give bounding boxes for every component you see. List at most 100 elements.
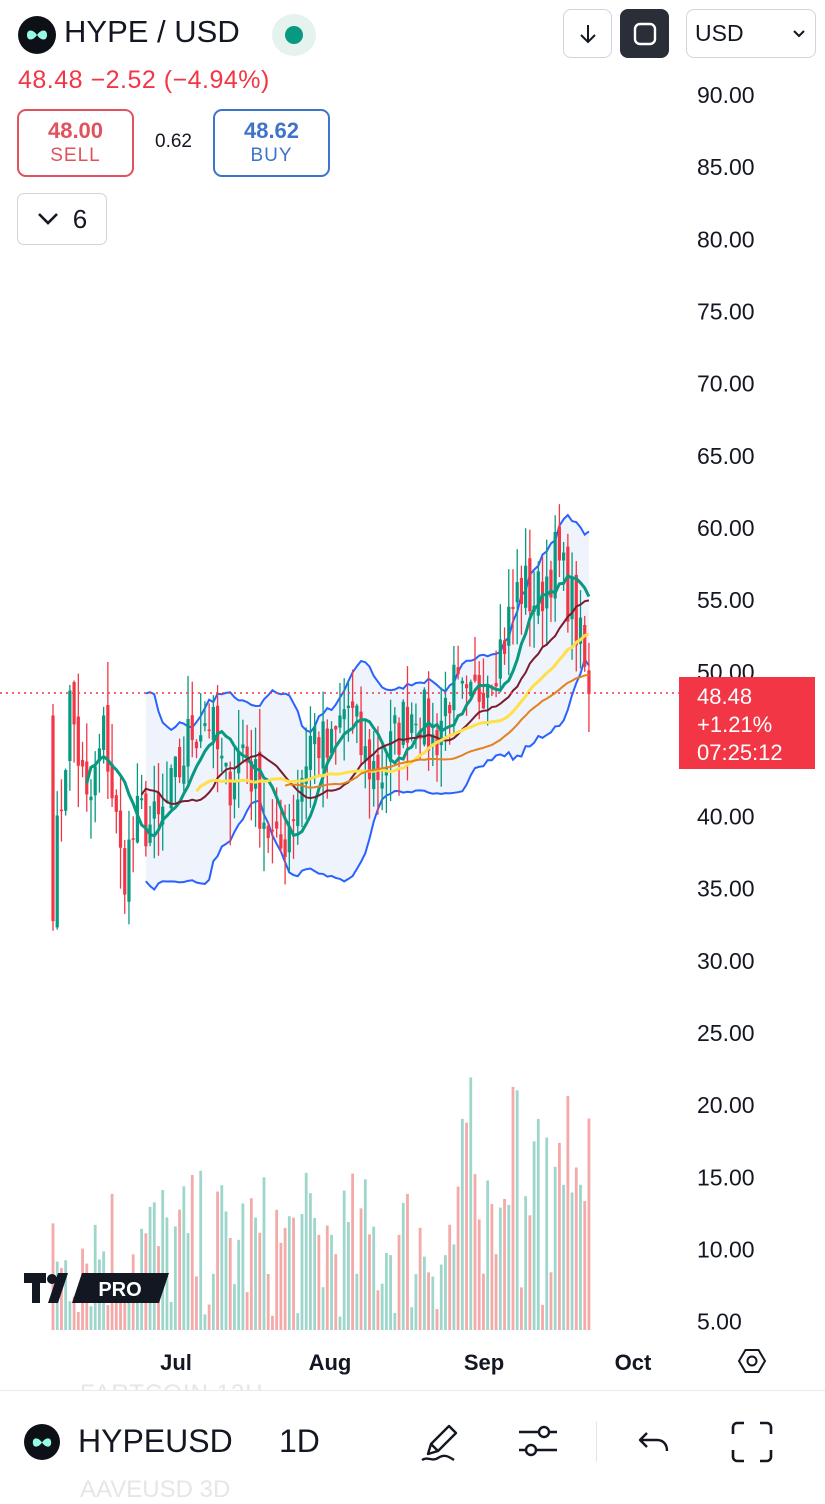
candle (545, 539, 549, 646)
candle (232, 747, 237, 819)
volume-bar (258, 1232, 262, 1330)
bottom-symbol-button[interactable]: HYPEUSD (78, 1423, 233, 1459)
price-axis-label: 80.00 (697, 226, 755, 252)
volume-bar (494, 1254, 498, 1330)
price-axis-label: 90.00 (697, 82, 755, 108)
candle (410, 702, 414, 742)
volume-bar (439, 1264, 443, 1330)
candle (519, 565, 524, 635)
candle (258, 708, 262, 848)
candle (511, 569, 515, 645)
market-status-indicator[interactable] (272, 14, 316, 56)
volume-bar (490, 1204, 494, 1330)
volume-bar (427, 1272, 430, 1330)
candle (266, 822, 270, 853)
price-axis-label: 15.00 (697, 1164, 755, 1190)
candle (536, 561, 540, 625)
chevron-down-icon (37, 213, 58, 225)
candle (300, 769, 304, 828)
volume-bar (372, 1226, 376, 1330)
download-button[interactable] (563, 9, 612, 58)
bollinger-fill (145, 515, 589, 890)
volume-bar (587, 1118, 591, 1330)
volume-bar (342, 1190, 346, 1330)
price-axis-label: 35.00 (697, 876, 755, 902)
volume-bar (477, 1219, 481, 1330)
frame-icon (633, 22, 656, 45)
buy-label: BUY (250, 145, 293, 166)
volume-bar (393, 1312, 397, 1330)
candle (338, 682, 342, 734)
chart-mode-button[interactable] (620, 9, 669, 58)
bollinger-bands (145, 513, 590, 891)
candle (203, 701, 207, 732)
badge-change: +1.21% (697, 712, 773, 737)
candle (393, 707, 397, 755)
candle (245, 724, 249, 785)
toolbar-divider (596, 1422, 597, 1462)
sell-button[interactable]: 48.00 SELL (17, 109, 134, 177)
buy-button[interactable]: 48.62 BUY (213, 109, 330, 177)
candle (68, 684, 72, 791)
candle (144, 780, 148, 857)
candle (422, 687, 426, 747)
volume-bar (161, 1189, 165, 1330)
volume-bar (536, 1118, 540, 1330)
fullscreen-button[interactable] (728, 1418, 776, 1466)
hype-logo-icon[interactable] (24, 1424, 60, 1460)
volume-bar (511, 1086, 515, 1330)
volume-bar (431, 1276, 435, 1330)
candle (59, 779, 64, 842)
volume-bar (482, 1273, 485, 1330)
indicators-settings-button[interactable] (514, 1418, 562, 1466)
moving-averages (85, 573, 591, 838)
candle (72, 680, 76, 763)
hype-logo-icon (18, 16, 56, 54)
undo-button[interactable] (630, 1418, 678, 1466)
candle (464, 675, 469, 716)
volume-bar (279, 1242, 283, 1330)
volume-bar (406, 1193, 409, 1330)
candle (570, 552, 574, 660)
candle (186, 675, 190, 785)
candle (97, 733, 102, 793)
candle (76, 673, 80, 808)
volume-bar (241, 1203, 245, 1330)
volume-bar (207, 1304, 211, 1330)
price-axis-label: 75.00 (697, 298, 755, 324)
interval-button[interactable]: 1D (279, 1423, 320, 1459)
time-axis-label: Oct (615, 1350, 652, 1375)
drawing-tools-button[interactable] (416, 1418, 464, 1466)
market-open-dot (285, 26, 303, 44)
volume-bar (123, 1301, 127, 1330)
candle (524, 528, 528, 615)
volume-bar (296, 1313, 300, 1330)
indicators-toggle-button[interactable]: 6 (17, 193, 107, 245)
volume-bar (376, 1290, 380, 1330)
axis-settings-icon[interactable] (737, 1349, 767, 1373)
currency-select[interactable]: USD (686, 9, 816, 58)
volume-bar (245, 1292, 249, 1330)
volume-bar (338, 1316, 342, 1330)
candle (291, 794, 296, 859)
candle (557, 504, 561, 578)
candle (363, 719, 367, 789)
candle (152, 765, 156, 859)
candle (587, 642, 591, 732)
badge-countdown: 07:25:12 (697, 740, 783, 765)
logo-pro-text: PRO (98, 1279, 141, 1301)
time-axis-label: Aug (309, 1350, 352, 1375)
undo-icon (638, 1432, 669, 1452)
symbol-title[interactable]: HYPE / USD (64, 14, 240, 49)
candle (481, 658, 486, 709)
volume-bar (321, 1287, 325, 1330)
volume-bar (418, 1227, 422, 1330)
volume-bar (558, 1142, 561, 1330)
volume-bar (566, 1096, 570, 1330)
candle (228, 761, 232, 846)
candle (102, 706, 106, 764)
price-chart[interactable]: 90.0085.0080.0075.0070.0065.0060.0055.00… (0, 0, 825, 1390)
volume-bar (216, 1191, 219, 1330)
time-axis[interactable]: Jul Aug Sep Oct (160, 1350, 652, 1375)
moving-average-line (284, 673, 590, 789)
